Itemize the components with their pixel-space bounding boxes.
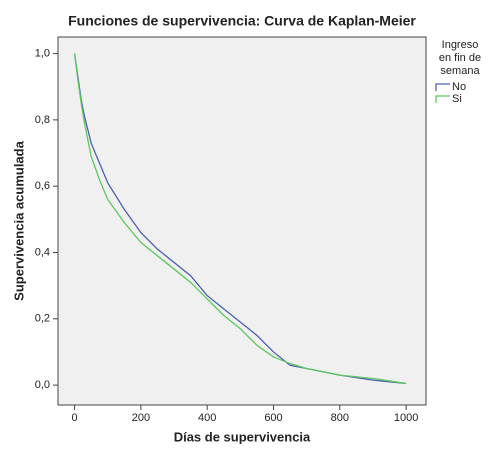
legend-title: Ingreso xyxy=(442,39,479,51)
legend-label: Si xyxy=(452,93,462,105)
y-tick-label: 0,6 xyxy=(35,180,50,192)
y-tick-label: 0,8 xyxy=(35,114,50,126)
survival-curve xyxy=(73,53,407,385)
x-tick-label: 400 xyxy=(198,412,216,424)
legend-swatch xyxy=(435,83,450,91)
legend-label: No xyxy=(452,81,466,93)
y-tick-label: 1,0 xyxy=(35,47,50,59)
plot-area xyxy=(57,36,427,406)
x-tick-label: 0 xyxy=(72,412,78,424)
legend-title: en fin de xyxy=(439,52,481,64)
x-tick-label: 1000 xyxy=(394,412,418,424)
legend-swatch xyxy=(435,95,450,103)
y-tick-label: 0,2 xyxy=(35,313,50,325)
x-tick-label: 800 xyxy=(331,412,349,424)
y-tick-label: 0,4 xyxy=(35,246,50,258)
survival-curve xyxy=(73,53,407,385)
y-tick-label: 0,0 xyxy=(35,379,50,391)
legend-title: semana xyxy=(440,65,480,77)
chart-title: Funciones de supervivencia: Curva de Kap… xyxy=(68,13,416,29)
x-tick-label: 200 xyxy=(132,412,150,424)
x-tick-label: 600 xyxy=(264,412,282,424)
y-axis-title: Supervivencia acumulada xyxy=(11,140,26,300)
x-axis-title: Días de supervivencia xyxy=(174,429,311,444)
